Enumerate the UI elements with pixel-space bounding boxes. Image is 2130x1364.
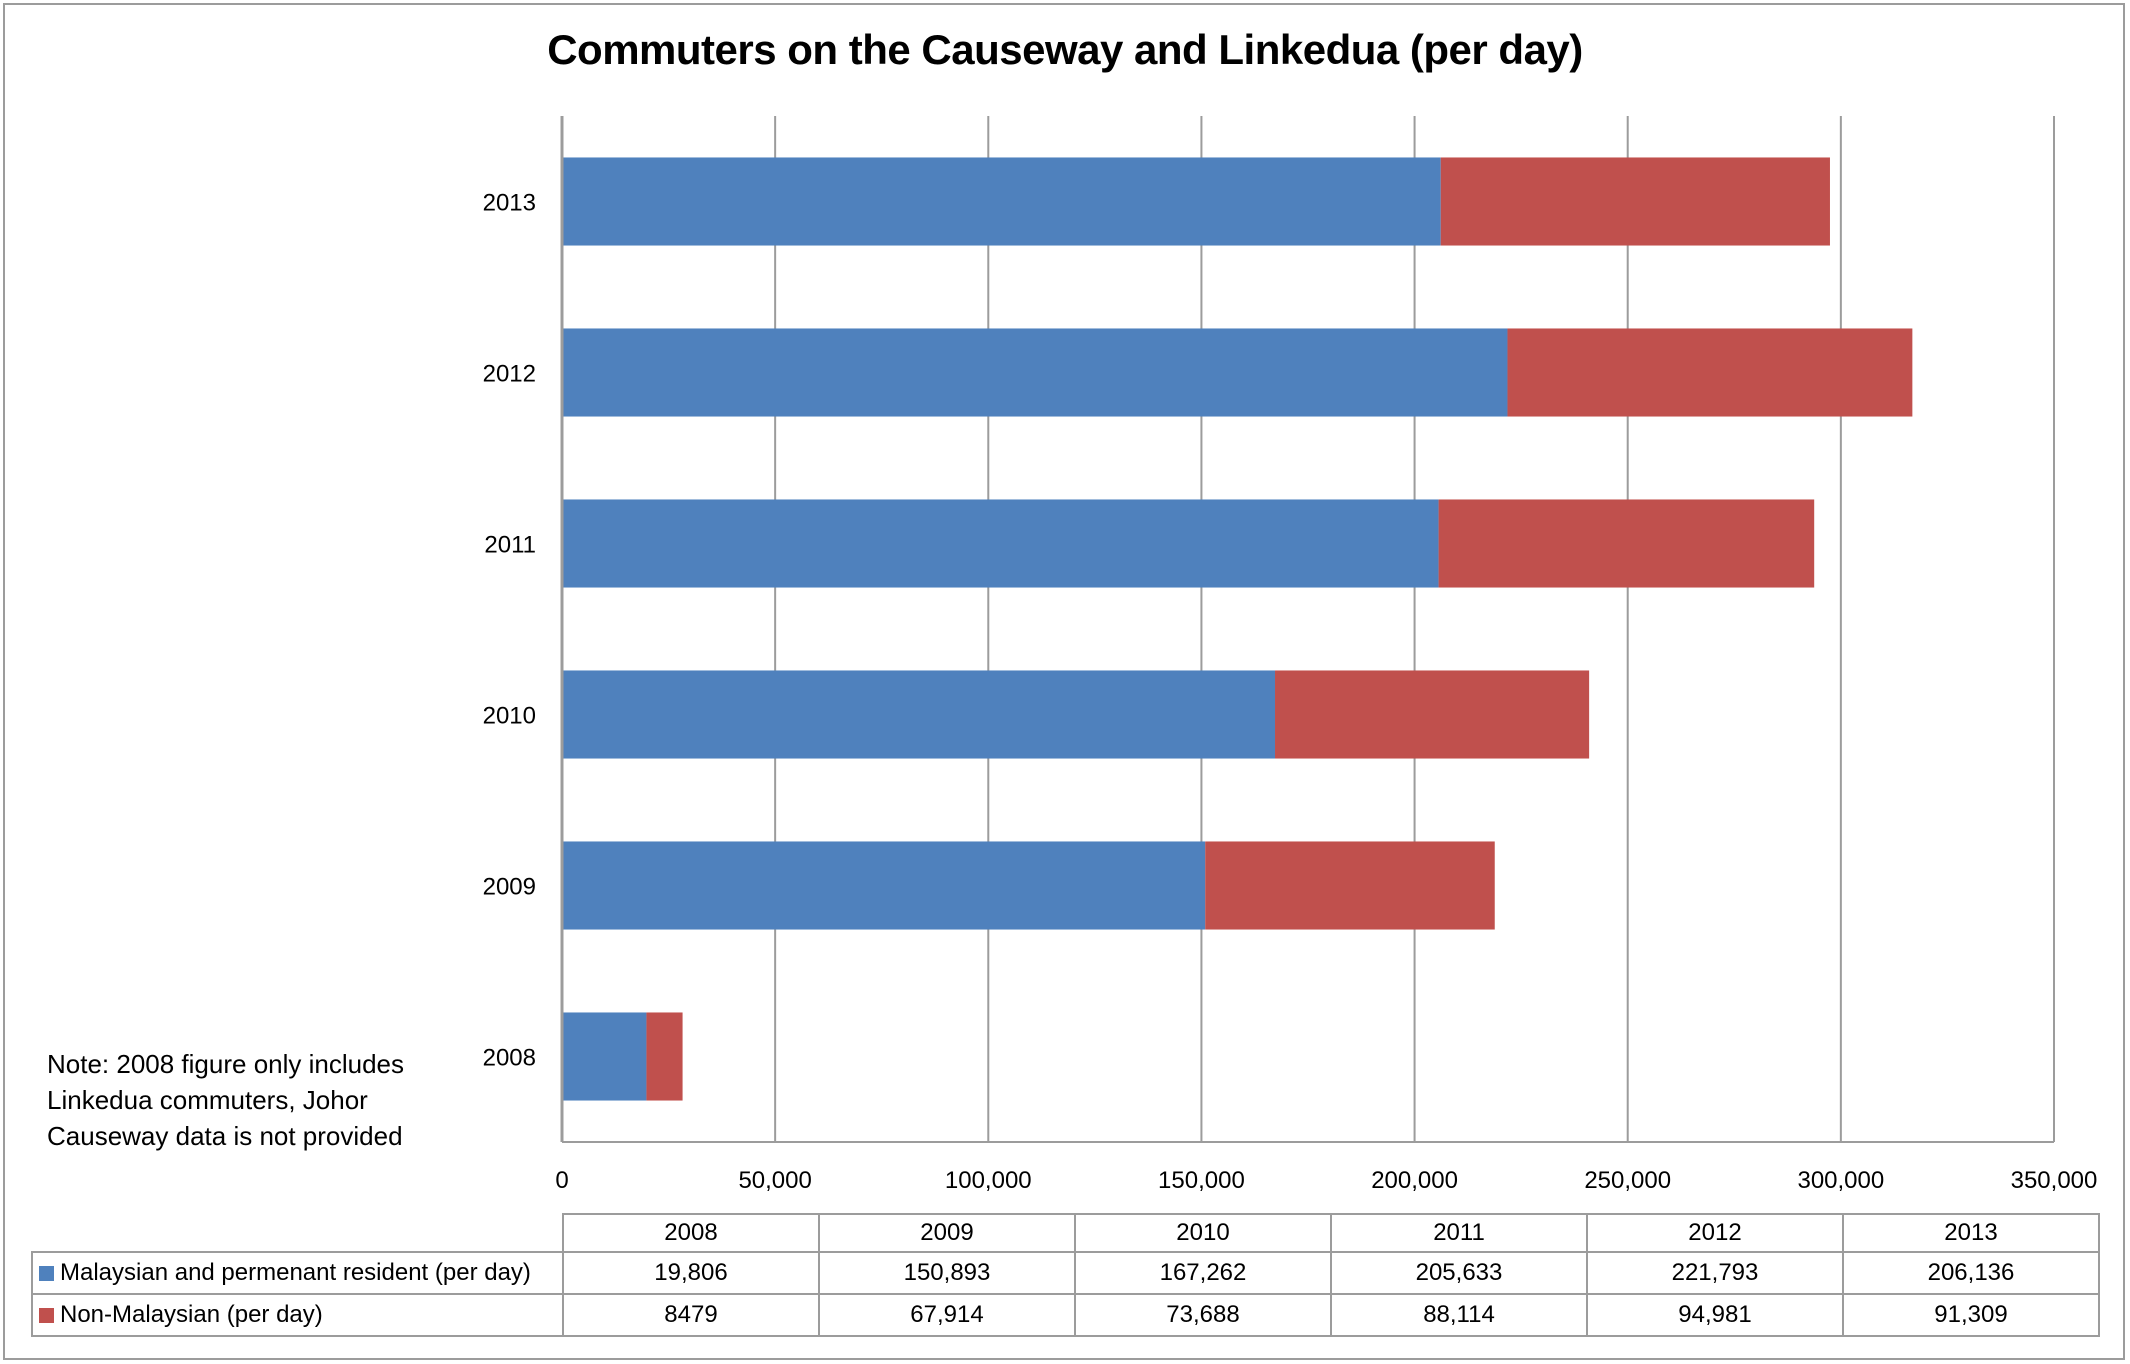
data-table-cell: 67,914: [818, 1293, 1076, 1337]
data-table-cell: 205,633: [1330, 1251, 1588, 1295]
data-table-header: 2009: [818, 1213, 1076, 1253]
data-table-header-row: 2008 2009 2010 2011 2012 2013: [32, 1213, 2100, 1253]
axes: [560, 116, 2054, 1143]
note-line: Linkedua commuters, Johor: [47, 1085, 368, 1115]
bar-segment-malaysian: [562, 670, 1276, 759]
data-table-cell: 91,309: [1842, 1293, 2100, 1337]
legend-label: Malaysian and permenant resident (per da…: [60, 1259, 531, 1286]
data-table: 2008 2009 2010 2011 2012 2013 Malaysian …: [31, 1213, 2100, 1337]
y-tick-label: 2010: [483, 703, 536, 730]
data-table-corner: [32, 1214, 564, 1253]
data-table-header: 2010: [1074, 1213, 1332, 1253]
note-line: Note: 2008 figure only includes: [47, 1049, 405, 1079]
data-table-header: 2012: [1586, 1213, 1844, 1253]
data-table-cell: 19,806: [562, 1251, 820, 1295]
y-tick-label: 2013: [483, 190, 536, 217]
x-tick-label: 0: [555, 1167, 568, 1194]
bars: [562, 157, 1913, 1101]
bar-segment-non-malaysian: [1440, 157, 1830, 246]
x-tick-label: 250,000: [1584, 1167, 1671, 1194]
bar-segment-malaysian: [562, 1012, 647, 1101]
note-annotation: Note: 2008 figure only includes Linkedua…: [47, 1046, 467, 1154]
data-table-cell: 73,688: [1074, 1293, 1332, 1337]
legend-entry-non-malaysian: Non-Malaysian (per day): [31, 1293, 564, 1337]
bar-segment-malaysian: [562, 841, 1206, 930]
legend-swatch-red: [39, 1308, 54, 1323]
bar-segment-malaysian: [562, 499, 1439, 588]
bar-segment-non-malaysian: [1205, 841, 1495, 930]
data-table-row: Malaysian and permenant resident (per da…: [31, 1251, 2100, 1295]
data-table-header: 2013: [1842, 1213, 2100, 1253]
bar-segment-non-malaysian: [1275, 670, 1590, 759]
y-tick-label: 2011: [484, 532, 536, 559]
data-table-cell: 221,793: [1586, 1251, 1844, 1295]
legend-entry-malaysian: Malaysian and permenant resident (per da…: [31, 1251, 564, 1295]
bar-segment-non-malaysian: [646, 1012, 683, 1101]
bar-segment-non-malaysian: [1438, 499, 1815, 588]
x-tick-label: 50,000: [738, 1167, 811, 1194]
tick-labels: 0 50,000 100,000 150,000 200,000 250,000 300,0…: [483, 190, 2098, 1195]
y-tick-label: 2008: [483, 1045, 536, 1072]
x-tick-label: 150,000: [1158, 1167, 1245, 1194]
y-tick-label: 2012: [483, 361, 536, 388]
data-table-cell: 150,893: [818, 1251, 1076, 1295]
data-table-header: 2008: [562, 1213, 820, 1253]
legend-label: Non-Malaysian (per day): [60, 1301, 323, 1328]
gridlines: [774, 116, 2055, 1142]
x-tick-label: 100,000: [945, 1167, 1032, 1194]
data-table-row: Non-Malaysian (per day) 8479 67,914 73,6…: [31, 1293, 2100, 1337]
bar-segment-non-malaysian: [1507, 328, 1913, 417]
data-table-cell: 8479: [562, 1293, 820, 1337]
note-line: Causeway data is not provided: [47, 1121, 403, 1151]
x-tick-label: 350,000: [2011, 1167, 2098, 1194]
x-tick-label: 300,000: [1797, 1167, 1884, 1194]
x-tick-label: 200,000: [1371, 1167, 1458, 1194]
legend-swatch-blue: [39, 1266, 54, 1281]
data-table-cell: 88,114: [1330, 1293, 1588, 1337]
bar-segment-malaysian: [562, 328, 1508, 417]
bar-segment-malaysian: [562, 157, 1441, 246]
y-tick-label: 2009: [483, 874, 536, 901]
chart-title: Commuters on the Causeway and Linkedua (…: [547, 26, 1583, 73]
data-table-cell: 167,262: [1074, 1251, 1332, 1295]
data-table-cell: 206,136: [1842, 1251, 2100, 1295]
data-table-header: 2011: [1330, 1213, 1588, 1253]
data-table-cell: 94,981: [1586, 1293, 1844, 1337]
